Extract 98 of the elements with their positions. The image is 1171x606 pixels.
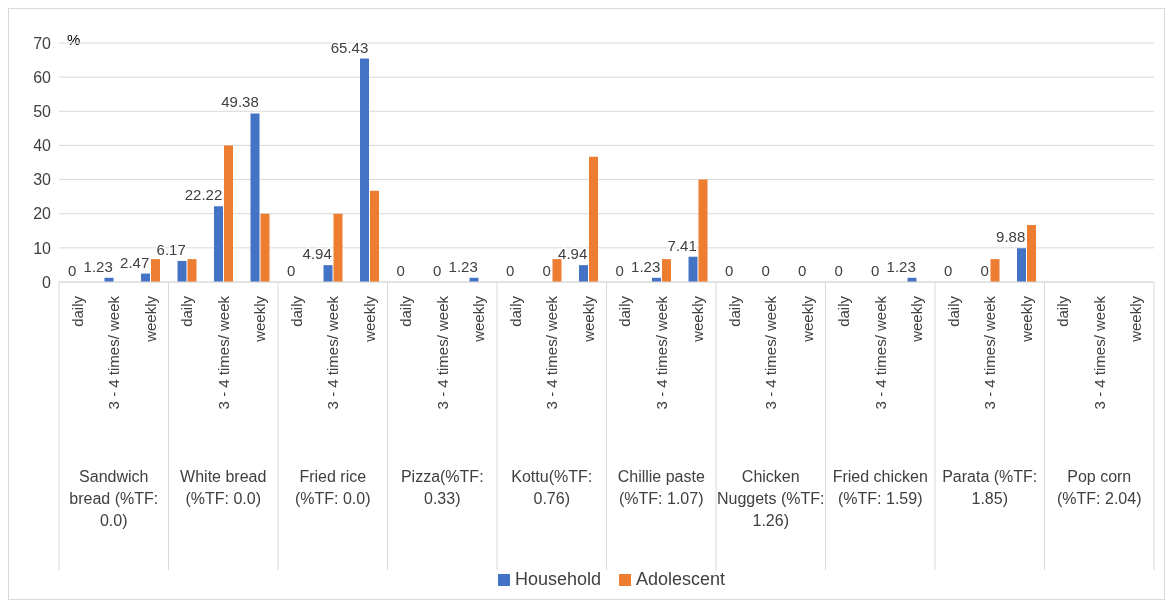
data-label: 49.38	[221, 93, 259, 111]
x-tick-label: daily	[178, 295, 195, 327]
data-label: 1.23	[631, 257, 661, 275]
bar	[333, 213, 343, 282]
x-tick-label: weekly	[360, 295, 378, 343]
text: Fried rice (%TF: 0.0)	[294, 468, 371, 507]
x-tick-label: weekly	[1127, 295, 1144, 343]
y-tick-label: 70	[33, 34, 52, 52]
data-label: 65.43	[330, 38, 369, 56]
legend-label: Adolescent	[635, 569, 726, 590]
x-tick-label: weekly	[908, 295, 925, 343]
x-tick-label: daily	[397, 295, 414, 327]
data-label: 0	[797, 262, 807, 279]
bar	[187, 259, 197, 282]
y-tick-label: 50	[33, 102, 52, 120]
y-axis-title: %	[67, 31, 81, 48]
data-label: 0	[870, 262, 880, 279]
bar	[323, 265, 333, 282]
text: Pizza(%TF: 0.33)	[400, 468, 484, 507]
data-label: 1.23	[886, 257, 916, 275]
data-label: 4.94	[558, 245, 588, 263]
text: Chicken Nuggets (%TF: 1.26)	[716, 468, 825, 529]
data-label: 0	[724, 262, 734, 279]
y-tick-label: 0	[42, 273, 52, 291]
text: Fried chicken (%TF: 1.59)	[832, 468, 928, 507]
data-label: 6.17	[156, 240, 186, 258]
x-tick-label: 3 - 4 times/ week	[981, 295, 998, 410]
x-tick-label: weekly	[798, 295, 816, 343]
x-tick-label: daily	[287, 295, 305, 327]
text: Sandwich bread (%TF: 0.0)	[69, 468, 159, 529]
bar	[589, 156, 598, 282]
x-tick-label: weekly	[251, 295, 268, 343]
x-tick-label: daily	[725, 295, 743, 327]
data-label: 0	[943, 262, 953, 279]
data-label: 4.94	[302, 245, 332, 263]
data-label: 22.22	[184, 186, 223, 204]
x-tick-label: 3 - 4 times/ week	[324, 295, 341, 410]
x-tick-label: 3 - 4 times/ week	[214, 295, 232, 410]
bar	[688, 256, 698, 282]
data-label: 0	[980, 262, 989, 279]
x-tick-label: daily	[506, 295, 524, 327]
bar	[662, 259, 671, 282]
x-tick-label: 3 - 4 times/ week	[871, 295, 889, 410]
data-label: 1.23	[448, 257, 478, 275]
bar	[260, 213, 270, 282]
x-tick-label: weekly	[689, 295, 706, 343]
bar	[214, 206, 223, 282]
data-label: 7.41	[667, 236, 697, 254]
data-label: 0	[67, 262, 77, 279]
data-label: 0	[396, 262, 405, 279]
x-tick-label: daily	[835, 295, 852, 327]
x-tick-label: daily	[1054, 295, 1071, 327]
x-tick-label: daily	[616, 295, 633, 327]
x-tick-label: 3 - 4 times/ week	[762, 295, 779, 410]
data-label: 0	[615, 262, 624, 279]
legend-label: Household	[513, 569, 601, 590]
x-tick-label: weekly	[470, 295, 487, 343]
bar	[552, 259, 562, 282]
bar	[579, 265, 588, 282]
x-tick-label: 3 - 4 times/ week	[1090, 295, 1108, 410]
x-tick-label: weekly	[1017, 295, 1035, 343]
data-label: 1.23	[83, 257, 113, 275]
x-tick-label: 3 - 4 times/ week	[433, 295, 451, 410]
x-tick-label: 3 - 4 times/ week	[543, 295, 560, 410]
data-label: 0	[505, 262, 515, 279]
data-label: 9.88	[996, 228, 1026, 246]
bar	[1027, 224, 1036, 282]
text: Pop corn (%TF: 2.04)	[1057, 468, 1142, 507]
x-tick-label: daily	[68, 295, 86, 327]
bar	[250, 113, 260, 282]
bar	[698, 179, 708, 282]
y-tick-label: 30	[33, 171, 52, 189]
y-tick-label: 20	[33, 205, 52, 223]
x-tick-label: 3 - 4 times/ week	[105, 295, 122, 410]
data-label: 0	[542, 262, 551, 279]
bar	[370, 190, 379, 282]
data-label: 0	[761, 262, 770, 279]
y-tick-label: 10	[33, 239, 52, 257]
x-tick-label: weekly	[579, 295, 597, 343]
y-tick-label: 40	[33, 137, 52, 155]
text: Kottu(%TF: 0.76)	[511, 468, 593, 507]
text: White bread (%TF: 0.0)	[180, 468, 267, 507]
bar	[1017, 248, 1026, 282]
data-label: 0	[286, 262, 296, 279]
text: Parata (%TF: 1.85)	[942, 468, 1038, 507]
data-label: 0	[834, 262, 843, 279]
bar	[990, 259, 1000, 282]
data-label: 0	[432, 262, 442, 279]
bar	[151, 259, 160, 282]
bar	[177, 260, 187, 282]
y-tick-label: 60	[33, 68, 52, 86]
bar	[360, 58, 369, 282]
data-label: 2.47	[120, 253, 150, 271]
bar	[224, 145, 233, 282]
text: Chillie paste (%TF: 1.07)	[617, 468, 705, 507]
x-tick-label: weekly	[141, 295, 159, 343]
x-tick-label: daily	[944, 295, 962, 327]
x-tick-label: 3 - 4 times/ week	[652, 295, 670, 410]
